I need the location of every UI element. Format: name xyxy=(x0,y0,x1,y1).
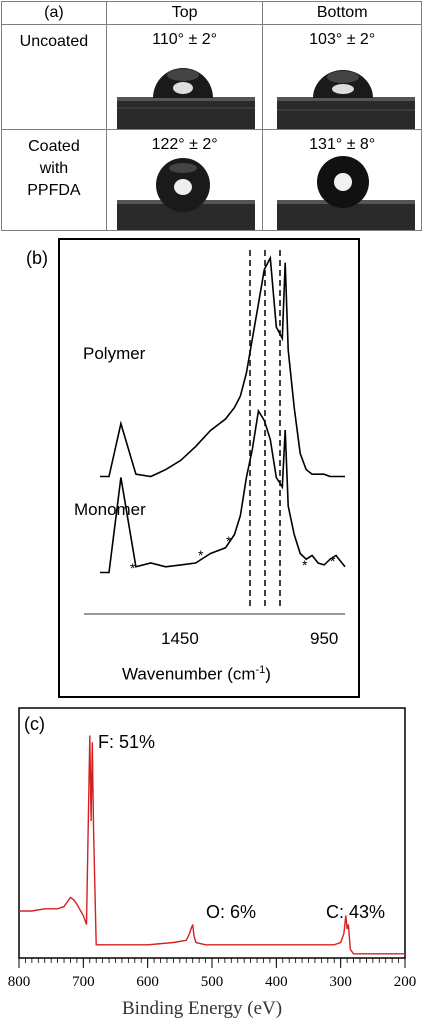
coated-top-cell: 122° ± 2° xyxy=(105,129,264,231)
peak-asterisk-4: * xyxy=(302,557,308,573)
uncoated-top-cell: 110° ± 2° xyxy=(105,24,264,130)
panel-c-label: (c) xyxy=(24,714,45,734)
f-peak-label: F: 51% xyxy=(98,732,156,752)
panel-b-label: (b) xyxy=(26,248,48,268)
contact-angle-table: (a) Top Bottom Uncoated 110° ± 2° 103° ±… xyxy=(1,1,422,231)
ir-xlabel-main: Wavenumber (cm xyxy=(122,664,256,684)
peak-asterisk-5: * xyxy=(330,553,336,569)
panel-a-label: (a) xyxy=(1,1,107,25)
row-coated-line1: Coated xyxy=(28,138,80,155)
row-uncoated-label: Uncoated xyxy=(19,33,89,50)
coated-bottom-angle: 131° ± 8° xyxy=(309,136,376,153)
polymer-label: Polymer xyxy=(83,344,146,363)
xps-tick-label: 300 xyxy=(329,974,352,990)
panel-a: (a) Top Bottom Uncoated 110° ± 2° 103° ±… xyxy=(0,0,423,232)
xps-tick-label: 400 xyxy=(265,974,288,990)
ir-xlabel-sup: -1 xyxy=(255,664,266,676)
c-peak-label: C: 43% xyxy=(326,902,386,922)
col-top-header: Top xyxy=(105,1,264,25)
ir-xlabel-end: ) xyxy=(265,664,271,684)
xps-spectrum-chart: 800 700 600 500 400 300 200 xyxy=(8,707,417,990)
panel-b: (b) Polymer Monomer * * * * * 1450 950 W… xyxy=(26,238,360,698)
tick-950: 950 xyxy=(310,629,339,648)
coated-bottom-cell: 131° ± 8° xyxy=(262,129,422,231)
ir-series-monomer xyxy=(100,408,346,574)
coated-top-droplet-image xyxy=(116,158,255,230)
uncoated-top-angle: 110° ± 2° xyxy=(152,31,218,48)
col-bottom-header: Bottom xyxy=(262,1,422,25)
xps-tick-label: 200 xyxy=(394,974,417,990)
uncoated-bottom-cell: 103° ± 2° xyxy=(262,24,422,130)
coated-bottom-droplet-image xyxy=(277,156,416,230)
xps-series-line xyxy=(19,735,405,955)
ir-spectrum-chart: * * * * * xyxy=(84,250,346,615)
row-coated-line2: with xyxy=(39,160,69,177)
row-coated-label: Coated with PPFDA xyxy=(2,130,106,202)
uncoated-bottom-angle: 103° ± 2° xyxy=(309,31,376,48)
uncoated-bottom-droplet-image xyxy=(277,70,416,129)
ir-series-polymer xyxy=(100,255,345,478)
uncoated-top-droplet-image xyxy=(116,68,255,129)
coated-top-angle: 122° ± 2° xyxy=(151,136,218,153)
peak-asterisk-1: * xyxy=(130,560,136,576)
panel-c: 800 700 600 500 400 300 200 (c) F: 51% O: 6% C… xyxy=(0,706,423,1024)
peak-asterisk-3: * xyxy=(226,533,232,549)
ir-xlabel: Wavenumber (cm-1) xyxy=(122,664,271,685)
xps-tick-label: 600 xyxy=(136,974,159,990)
xps-tick-label: 700 xyxy=(72,974,95,990)
xps-tick-label: 800 xyxy=(8,974,31,990)
xps-xlabel: Binding Energy (eV) xyxy=(122,998,283,1019)
peak-asterisk-2: * xyxy=(198,547,204,563)
tick-1450: 1450 xyxy=(161,629,199,648)
o-peak-label: O: 6% xyxy=(206,902,257,922)
row-coated-line3: PPFDA xyxy=(27,182,81,199)
xps-tick-label: 500 xyxy=(201,974,224,990)
